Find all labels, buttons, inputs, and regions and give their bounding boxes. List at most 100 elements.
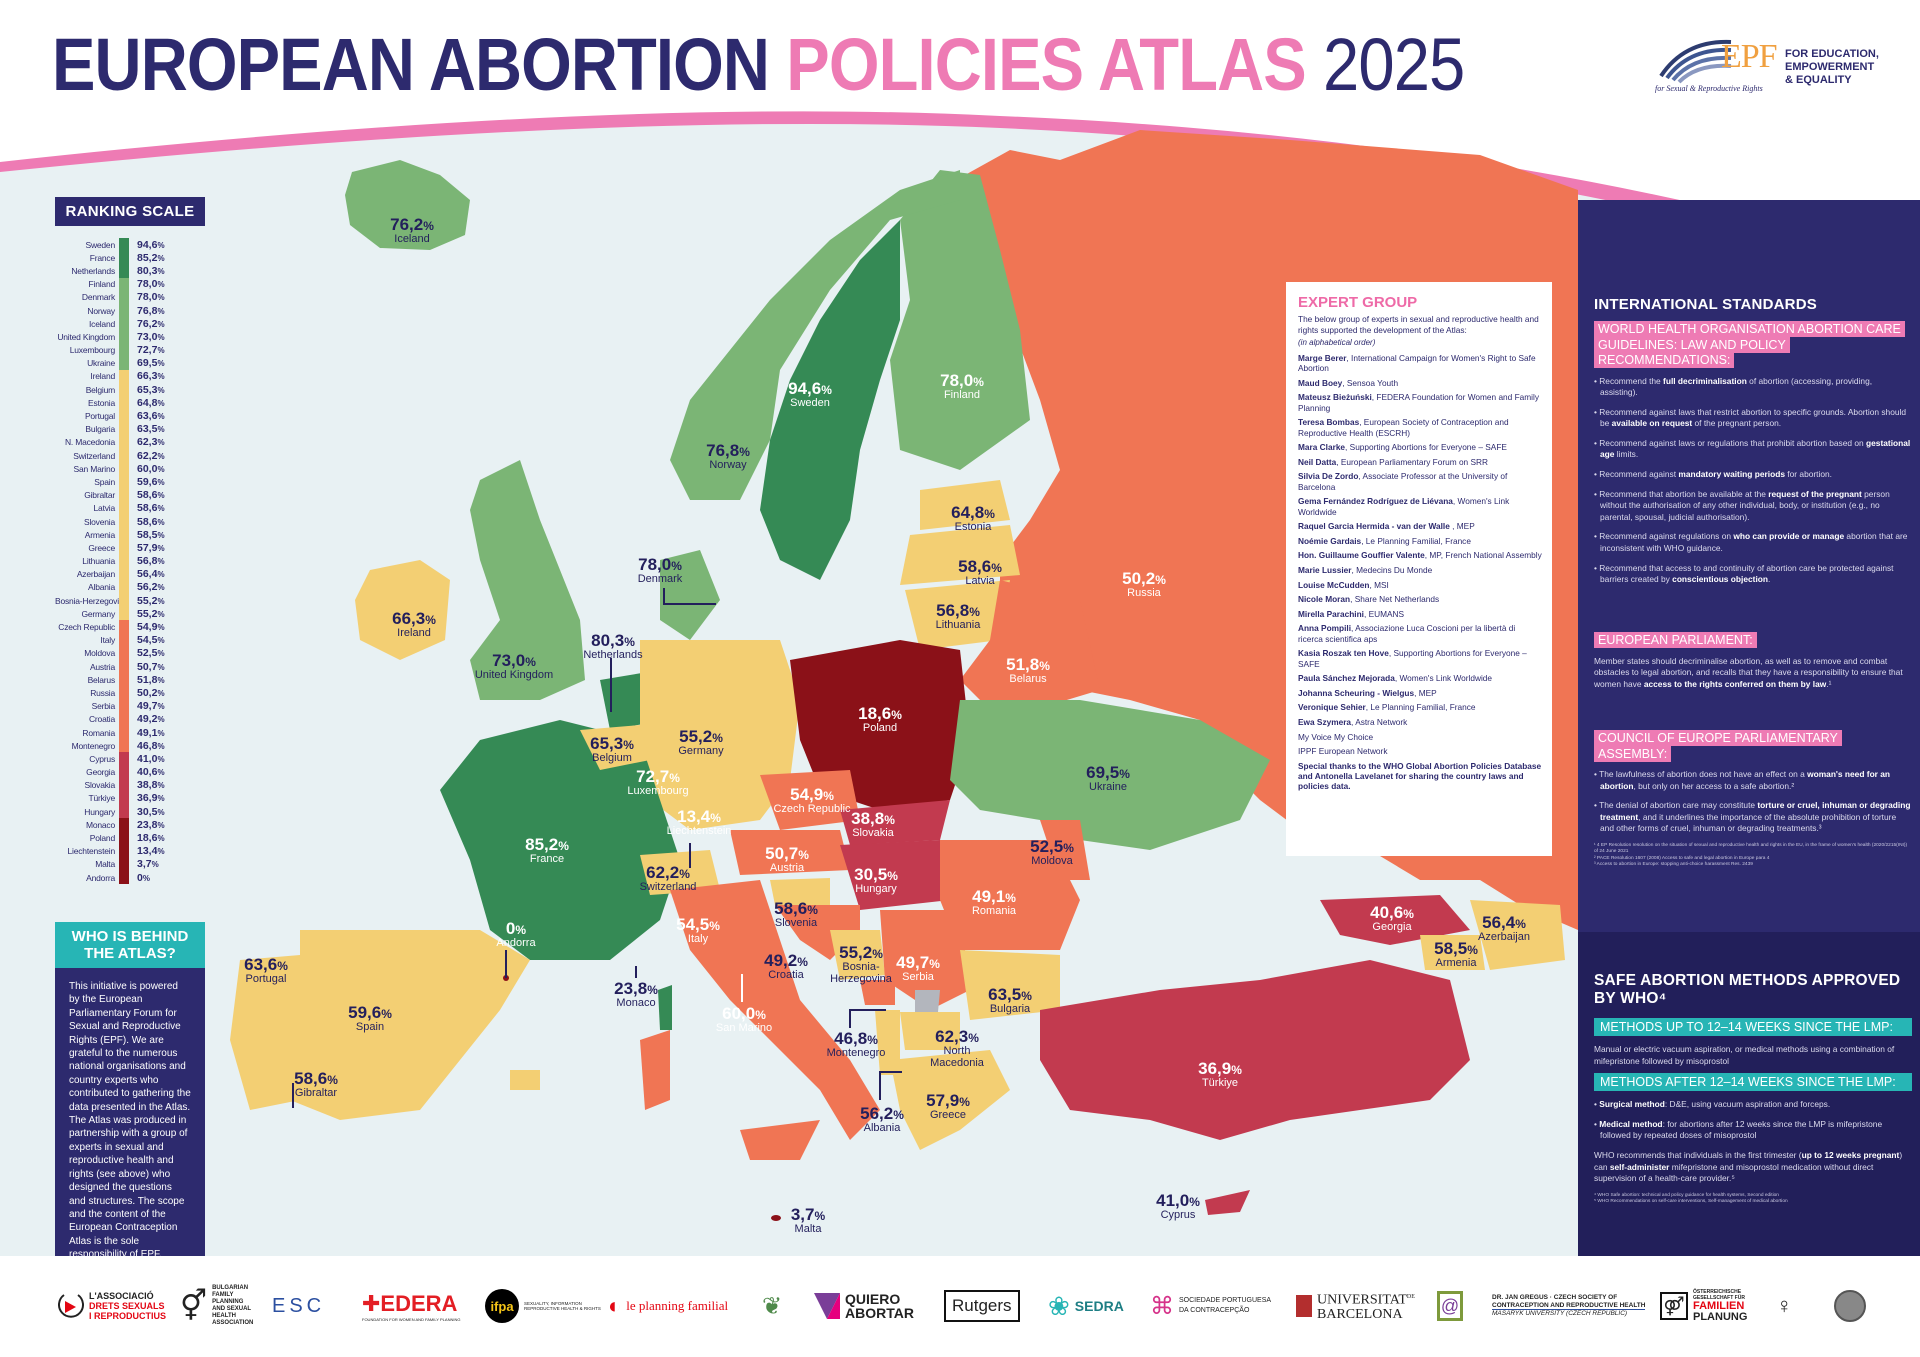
ranking-color-bar	[119, 673, 129, 687]
logo-drets-sexuals[interactable]: L'ASSOCIACIÓ DRETS SEXUALS I REPRODUCTIUS	[58, 1284, 166, 1328]
ranking-row: Czech Republic 54,9%	[55, 620, 205, 634]
logo-papardes-zieds[interactable]: ❦	[762, 1284, 782, 1328]
map-label-country: Belarus	[1009, 673, 1047, 685]
logo-womens-resource-center[interactable]: @	[1437, 1284, 1463, 1328]
ranking-color-bar	[119, 818, 129, 832]
ranking-value: 51,8%	[137, 673, 165, 686]
european-parliament-section: EUROPEAN PARLIAMENT: Member states shoul…	[1594, 632, 1912, 690]
logo-federa[interactable]: ✚EDERA FOUNDATION FOR WOMEN AND FAMILY PL…	[362, 1290, 461, 1322]
expert-member: Teresa Bombas, European Society of Contr…	[1298, 417, 1509, 438]
map-label-country: Moldova	[1031, 855, 1073, 867]
ranking-row: Andorra 0%	[55, 871, 205, 885]
footnote: ¹ 4 EP Resolution resolution on the situ…	[1594, 842, 1908, 855]
ranking-value: 49,2%	[137, 713, 165, 726]
ranking-row: Türkiye 36,9%	[55, 791, 205, 806]
map-label-value: 58,6%	[774, 899, 818, 918]
logo-planning-familial[interactable]: ◐ le planning familial	[608, 1293, 729, 1318]
ranking-country: Netherlands	[71, 265, 115, 276]
map-label-hungary: 30,5% Hungary	[854, 866, 898, 895]
ranking-country: Türkiye	[88, 793, 116, 804]
map-label-value: 40,6%	[1370, 903, 1414, 922]
map-label-country: Greece	[929, 1109, 967, 1121]
ranking-value: 54,5%	[137, 634, 165, 647]
ifpa-circle-icon: ifpa	[485, 1289, 519, 1323]
map-label-country: Herzegovina	[830, 973, 892, 985]
expert-member: Raquel Garcia Hermida - van der Walle , …	[1298, 521, 1475, 532]
ranking-color-bar	[119, 620, 129, 634]
map-label-country: Germany	[678, 745, 724, 757]
map-label-country: Macedonia	[930, 1057, 984, 1069]
after-methods-list: • Surgical method: D&E, using vacuum asp…	[1594, 1099, 1912, 1142]
ranking-row: Italy 54,5%	[55, 633, 205, 647]
logo-bulgarian-fpa[interactable]: ⚥ BULGARIAN FAMILY PLANNING AND SEXUAL HEALT…	[180, 1285, 254, 1326]
ranking-color-bar	[119, 752, 129, 766]
ranking-row: N. Macedonia 62,3%	[55, 435, 205, 449]
ranking-color-bar	[119, 369, 129, 384]
logo-czech-society[interactable]: DR. JAN GREGUS · CZECH SOCIETY OF CONTRAC…	[1492, 1294, 1646, 1317]
ranking-country: Denmark	[81, 292, 115, 303]
coe-list: • The lawfulness of abortion does not ha…	[1594, 769, 1912, 835]
map-label-value: 66,3%	[392, 609, 436, 628]
ranking-row: Hungary 30,5%	[55, 805, 205, 819]
logo-ifpa[interactable]: ifpa SEXUALITY, INFORMATION REPRODUCTIVE …	[485, 1284, 601, 1328]
map-label-value: 38,8%	[851, 809, 895, 828]
ranking-row: Lithuania 56,8%	[55, 554, 205, 568]
map-label-country: Czech Republic	[773, 803, 851, 815]
ranking-row: Poland 18,6%	[55, 831, 205, 845]
logo-asociacion[interactable]: ♀	[1776, 1284, 1793, 1328]
map-uk	[470, 460, 585, 700]
ranking-color-bar	[119, 396, 129, 410]
map-label-country: Latvia	[965, 575, 995, 587]
ranking-color-bar	[119, 317, 129, 331]
logo-esc[interactable]: ESC	[272, 1294, 326, 1317]
footnote: ³ Access to abortion in Europe: stopping…	[1594, 862, 1753, 868]
ranking-value: 13,4%	[137, 845, 165, 858]
gender-box-icon: ⚤	[1660, 1292, 1688, 1320]
logo-round-seal[interactable]	[1834, 1284, 1866, 1328]
epf-subtitle: for Sexual & Reproductive Rights	[1655, 84, 1763, 93]
map-label-switzerland: 62,2% Switzerland	[640, 864, 697, 893]
map-label-value: 78,0%	[940, 371, 984, 390]
map-label-value: 76,8%	[706, 441, 750, 460]
map-label-country: Lithuania	[935, 619, 981, 631]
map-belgium	[580, 725, 650, 770]
map-label-country: United Kingdom	[474, 669, 554, 681]
map-belarus	[960, 580, 1100, 720]
map-czech	[760, 770, 860, 830]
map-label-luxembourg: 72,7% Luxembourg	[627, 768, 688, 797]
map-label-country: Finland	[943, 389, 981, 401]
map-label-monaco: 23,8% Monaco	[614, 980, 658, 1009]
ranking-country: Serbia	[91, 701, 116, 712]
expert-member: Mara Clarke, Supporting Abortions for Ev…	[1298, 442, 1507, 453]
leader-lines	[292, 588, 902, 1108]
map-label-finland: 78,0% Finland	[940, 372, 984, 401]
ranking-color-bar	[119, 844, 129, 858]
map-latvia	[900, 525, 1020, 585]
ranking-value: 72,7%	[137, 344, 165, 357]
logo-oegf[interactable]: ⚤ ÖSTERREICHISCHE GESELLSCHAFT FÜR FAMILIE…	[1660, 1284, 1747, 1328]
expert-member: Mirella Parachini, EUMANS	[1298, 608, 1405, 619]
ep-heading: EUROPEAN PARLIAMENT:	[1594, 632, 1757, 648]
partner-logos: L'ASSOCIACIÓ DRETS SEXUALS I REPRODUCTIUS …	[0, 1256, 1920, 1357]
map-label-country: Netherlands	[583, 649, 643, 661]
map-label-country: North	[943, 1045, 971, 1057]
ranking-country: Azerbaijan	[76, 569, 115, 580]
ranking-country: Moldova	[84, 648, 115, 659]
ranking-country: Spain	[94, 476, 115, 487]
logo-rutgers[interactable]: Rutgers	[944, 1284, 1020, 1328]
map-label-serbia: 49,7% Serbia	[896, 954, 940, 983]
ranking-value: 18,6%	[137, 832, 165, 845]
map-label-value: 0%	[505, 919, 527, 938]
map-label-country: Türkiye	[1201, 1077, 1239, 1089]
list-item: • Recommend against mandatory waiting pe…	[1594, 469, 1833, 480]
logo-quiero-abortar[interactable]: QUIERO ABORTAR	[814, 1284, 914, 1328]
ranking-country: Switzerland	[73, 450, 115, 461]
map-italy	[670, 880, 880, 1140]
map-balearics	[510, 1070, 540, 1090]
logo-universitat-barcelona[interactable]: UNIVERSITATDE BARCELONA	[1296, 1284, 1415, 1328]
logo-sociedade-portuguesa[interactable]: ⌘ SOCIEDADE PORTUGUESA DA CONTRACEPÇÃO	[1150, 1292, 1272, 1320]
ranking-country: Norway	[87, 305, 115, 316]
map-label-value: 41,0%	[1156, 1191, 1200, 1210]
logo-sedra[interactable]: ❀ SEDRA	[1048, 1290, 1124, 1321]
expert-thanks: Special thanks to the WHO Global Abortio…	[1298, 760, 1542, 792]
